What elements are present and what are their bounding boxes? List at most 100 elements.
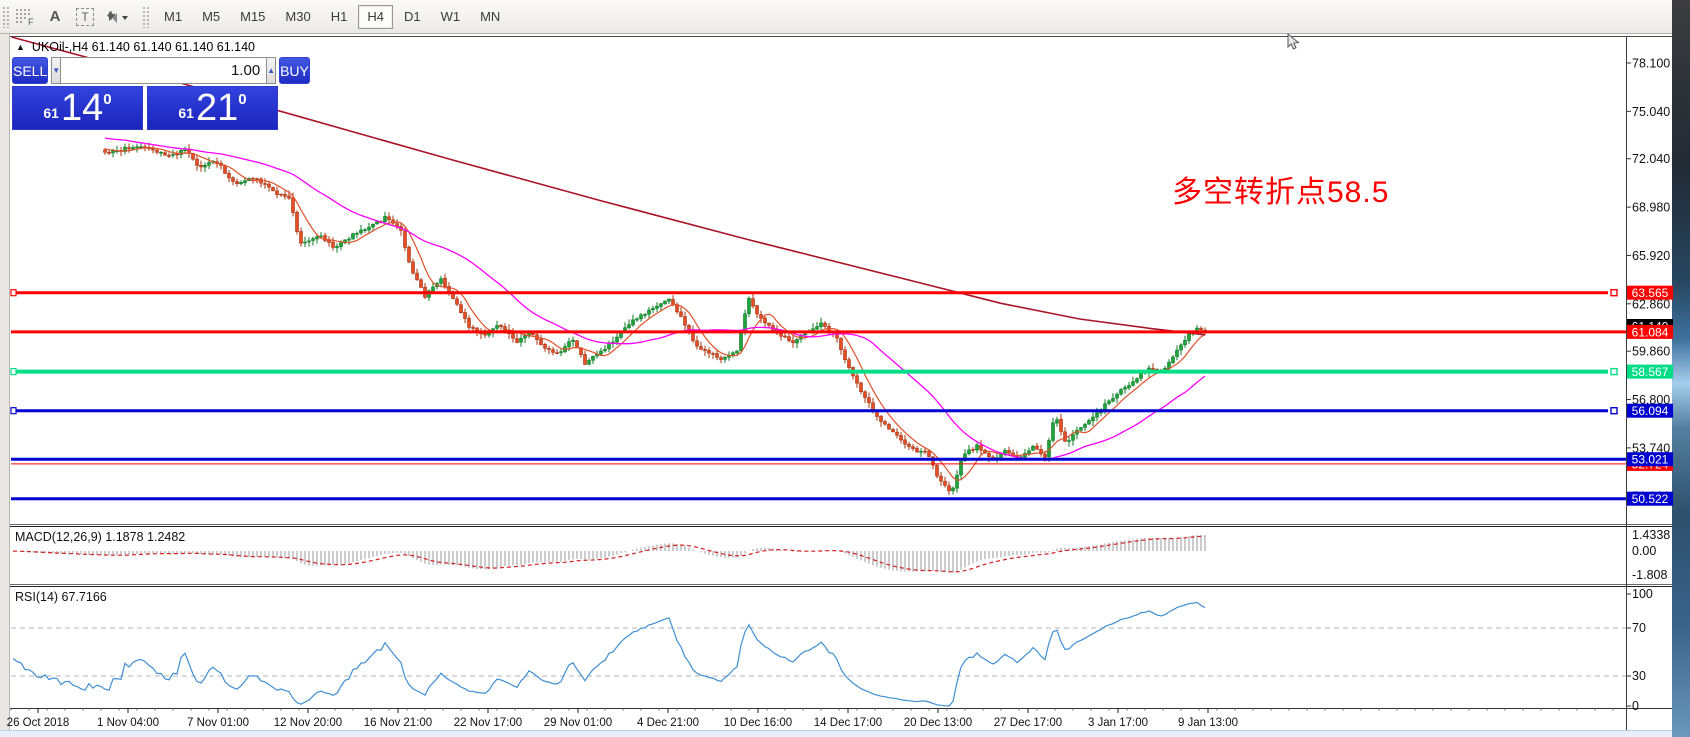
macd-axis-1.4338: 1.4338 bbox=[1632, 528, 1670, 542]
sell-button[interactable]: SELL bbox=[12, 57, 49, 84]
price-tag-text-58.567: 58.567 bbox=[1632, 365, 1669, 379]
timeframe-button-M30[interactable]: M30 bbox=[285, 9, 311, 24]
timeframe-bar: M1 M5 M15 M30 H1 H4 D1 W1 MN bbox=[154, 4, 510, 29]
buy-price-big-digits: 21 bbox=[195, 86, 239, 129]
text-box-t-icon[interactable]: T bbox=[72, 4, 98, 30]
symbol-ohlc-title: UKOil-,H4 61.140 61.140 61.140 61.140 bbox=[31, 40, 255, 54]
rsi-line bbox=[12, 601, 1206, 707]
buy-price-display[interactable]: 61 21 0 bbox=[147, 86, 278, 130]
window-bottom-edge bbox=[0, 730, 1672, 737]
rsi-axis-30: 30 bbox=[1632, 669, 1646, 683]
rsi-indicator-label: RSI(14) 67.7166 bbox=[15, 590, 107, 604]
hline-handle-56.094 bbox=[1610, 407, 1618, 415]
macd-axis--1.808: -1.808 bbox=[1632, 568, 1667, 582]
price-tag-61.084 bbox=[1627, 324, 1673, 339]
macd-pane bbox=[12, 535, 1206, 573]
timeframe-button-H1[interactable]: H1 bbox=[330, 9, 348, 24]
chart-annotation-text: 多空转折点58.5 bbox=[1172, 176, 1390, 209]
rsi-axis-70: 70 bbox=[1632, 621, 1646, 635]
time-axis: 26 Oct 2018 1 Nov 04:00 7 Nov 01:00 12 Nov … bbox=[7, 708, 1614, 729]
dotted-grid-f-icon: F bbox=[16, 8, 34, 26]
price-tag-56.094 bbox=[1627, 403, 1673, 418]
time-label-5: 22 Nov 17:00 bbox=[454, 717, 522, 729]
ma-fast-line bbox=[104, 146, 1206, 481]
price-tag-text-53.021: 53.021 bbox=[1632, 453, 1669, 467]
timeframe-button-D1[interactable]: D1 bbox=[403, 9, 421, 24]
sell-price-display[interactable]: 61 14 0 bbox=[12, 86, 143, 130]
time-label-6: 29 Nov 01:00 bbox=[544, 717, 612, 729]
macd-signal-line bbox=[12, 535, 1206, 573]
macd-indicator-label: MACD(12,26,9) 1.1878 1.2482 bbox=[15, 530, 186, 544]
timeframe-button-M5[interactable]: M5 bbox=[202, 9, 221, 24]
mouse-cursor bbox=[1287, 32, 1300, 50]
dotted-grid-f-icon[interactable]: F bbox=[12, 4, 38, 30]
cycle-arrows-icon[interactable] bbox=[102, 4, 130, 30]
time-label-8: 10 Dec 16:00 bbox=[724, 717, 792, 729]
time-label-0: 26 Oct 2018 bbox=[7, 717, 70, 729]
time-label-12: 3 Jan 17:00 bbox=[1088, 717, 1148, 729]
volume-increase-button[interactable]: ▲ bbox=[266, 57, 277, 84]
toolbar-separator bbox=[142, 5, 150, 28]
time-label-10: 20 Dec 13:00 bbox=[904, 717, 972, 729]
price-tag-50.522 bbox=[1627, 491, 1673, 506]
timeframe-button-M15[interactable]: M15 bbox=[240, 9, 266, 24]
volume-decrease-button[interactable]: ▼ bbox=[51, 57, 62, 84]
sell-price-big-digits: 14 bbox=[60, 86, 104, 129]
timeframe-button-M1[interactable]: M1 bbox=[164, 9, 183, 24]
chart-window-border bbox=[10, 36, 1672, 37]
rsi-axis-100: 100 bbox=[1632, 587, 1653, 601]
time-label-2: 7 Nov 01:00 bbox=[187, 717, 249, 729]
macd-axis-0.00: 0.00 bbox=[1632, 544, 1656, 558]
timeframe-button-MN[interactable]: MN bbox=[480, 9, 501, 24]
price-tick-75.040: 75.040 bbox=[1632, 105, 1670, 119]
price-tick-72.040: 72.040 bbox=[1632, 152, 1670, 166]
cycle-arrows-glyph bbox=[107, 10, 128, 23]
buy-price-prefix: 61 bbox=[178, 105, 194, 121]
time-label-3: 12 Nov 20:00 bbox=[274, 717, 342, 729]
pane-borders bbox=[10, 37, 1672, 730]
time-label-9: 14 Dec 17:00 bbox=[814, 717, 882, 729]
time-label-13: 9 Jan 13:00 bbox=[1178, 717, 1238, 729]
time-label-11: 27 Dec 17:00 bbox=[994, 717, 1062, 729]
price-tag-text-61.084: 61.084 bbox=[1632, 325, 1669, 339]
time-label-1: 1 Nov 04:00 bbox=[97, 717, 159, 729]
toolbar-drag-handle[interactable] bbox=[2, 5, 10, 28]
boxed-t-glyph: T bbox=[76, 7, 94, 26]
sell-price-prefix: 61 bbox=[43, 105, 59, 121]
timeframe-button-W1[interactable]: W1 bbox=[440, 9, 461, 24]
one-click-trading-panel: SELL ▼ ▲ BUY 61 14 0 61 21 0 bbox=[12, 57, 310, 130]
chart-title: ▲ UKOil-,H4 61.140 61.140 61.140 61.140 bbox=[16, 40, 255, 54]
price-tag-58.567 bbox=[1627, 364, 1673, 379]
price-pane bbox=[10, 36, 1626, 501]
volume-input[interactable] bbox=[61, 57, 267, 84]
hline-handle-63.565 bbox=[1610, 289, 1618, 297]
price-axis: 78.100 75.040 72.040 68.980 65.920 62.860 59.8… bbox=[1626, 57, 1673, 713]
rsi-pane bbox=[11, 601, 1626, 707]
buy-price-pip-digit: 0 bbox=[238, 91, 247, 108]
rsi-axis-0: 0 bbox=[1632, 699, 1639, 713]
buy-button[interactable]: BUY bbox=[279, 57, 310, 84]
price-tick-53.740: 53.740 bbox=[1632, 441, 1670, 455]
text-label-a-icon[interactable]: A bbox=[49, 8, 61, 25]
time-label-4: 16 Nov 21:00 bbox=[364, 717, 432, 729]
price-tag-text-63.565: 63.565 bbox=[1632, 286, 1669, 300]
timeframe-button-H4[interactable]: H4 bbox=[358, 4, 393, 29]
price-tick-56.800: 56.800 bbox=[1632, 393, 1670, 407]
price-tag-text-50.522: 50.522 bbox=[1632, 492, 1669, 506]
price-tick-59.860: 59.860 bbox=[1632, 345, 1670, 359]
one-click-panel-toggle[interactable]: ▲ bbox=[16, 42, 25, 52]
window-left-edge bbox=[0, 34, 10, 730]
price-tick-78.100: 78.100 bbox=[1632, 57, 1670, 71]
toolbar: F A T M1 M5 M15 M30 H1 H4 D1 W1 MN bbox=[0, 0, 1672, 34]
window-right-edge[interactable] bbox=[1672, 0, 1690, 737]
price-tick-65.920: 65.920 bbox=[1632, 249, 1670, 263]
price-tag-53.021 bbox=[1627, 452, 1673, 467]
price-tick-68.980: 68.980 bbox=[1632, 201, 1670, 215]
price-tag-63.565 bbox=[1627, 285, 1673, 300]
hline-handle-58.567 bbox=[1610, 367, 1618, 376]
svg-text:F: F bbox=[28, 17, 34, 26]
sell-price-pip-digit: 0 bbox=[103, 91, 112, 108]
price-tag-text-56.094: 56.094 bbox=[1632, 404, 1669, 418]
